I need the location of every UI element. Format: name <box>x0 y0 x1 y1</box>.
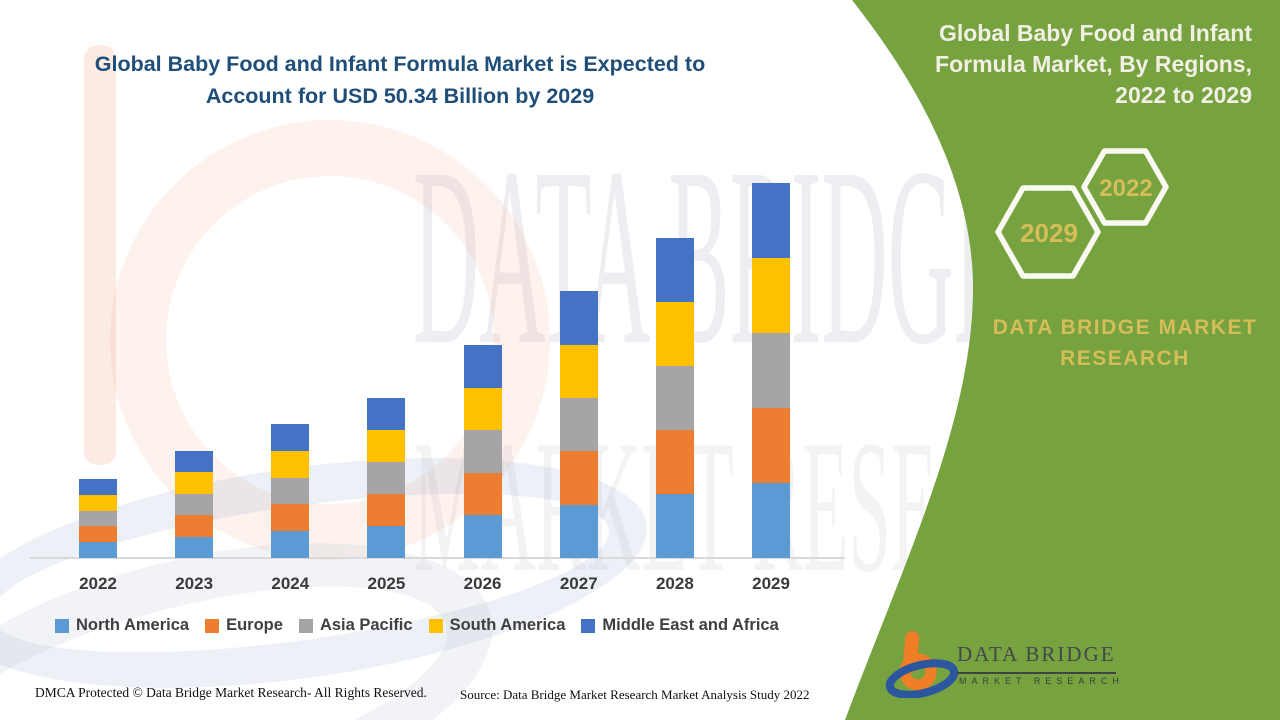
bar-segment-south-america <box>367 429 406 462</box>
brand-name-text: DATA BRIDGE MARKET RESEARCH <box>992 316 1258 370</box>
logo-wordmark: DATA BRIDGE <box>957 642 1116 674</box>
bar-segment-south-america <box>559 344 598 398</box>
bar-segment-asia-pacific <box>271 477 310 505</box>
bar-segment-middle-east-and-africa <box>175 450 214 473</box>
legend-item-south-america: South America <box>428 616 566 635</box>
stacked-bar-2026 <box>463 344 502 558</box>
bar-segment-europe <box>655 429 694 494</box>
stacked-bar-2025 <box>367 397 406 558</box>
plot-area: 2022 2023 2024 2025 2026 2027 2028 2029 <box>30 182 845 593</box>
footer-dmca-notice: DMCA Protected © Data Bridge Market Rese… <box>35 685 427 700</box>
legend-label: Europe <box>226 616 283 634</box>
legend-swatch-icon <box>298 618 313 633</box>
bar-segment-middle-east-and-africa <box>367 397 406 430</box>
bar-segment-asia-pacific <box>559 397 598 452</box>
side-panel-title: Global Baby Food and Infant Formula Mark… <box>935 20 1252 108</box>
bar-segment-middle-east-and-africa <box>463 344 502 388</box>
data-bridge-logo: DATA BRIDGE MARKET RESEARCH <box>885 628 1120 706</box>
x-axis-label-2027: 2027 <box>559 574 598 593</box>
hexagon-year-2022: 2022 <box>1099 175 1153 202</box>
bar-segment-south-america <box>752 257 791 333</box>
bar-segment-north-america <box>175 536 214 558</box>
stacked-bar-2024 <box>271 423 310 558</box>
x-axis-label-2022: 2022 <box>79 574 117 593</box>
bar-segment-asia-pacific <box>655 365 694 430</box>
legend-swatch-icon <box>205 618 220 633</box>
bar-segment-asia-pacific <box>752 332 791 408</box>
legend-item-europe: Europe <box>205 616 283 635</box>
x-axis-label-2025: 2025 <box>367 574 406 593</box>
bar-segment-north-america <box>367 525 406 558</box>
bar-segment-middle-east-and-africa <box>271 423 310 451</box>
legend-item-asia-pacific: Asia Pacific <box>298 616 413 635</box>
bar-segment-north-america <box>79 542 117 558</box>
logo-d-swoosh <box>885 659 959 698</box>
bar-segment-asia-pacific <box>79 510 117 527</box>
bar-segment-north-america <box>752 482 791 558</box>
legend-swatch-icon <box>581 618 596 633</box>
bar-segment-middle-east-and-africa <box>559 291 598 345</box>
bar-segment-asia-pacific <box>367 461 406 494</box>
bar-segment-south-america <box>655 301 694 366</box>
legend-label: South America <box>449 616 566 634</box>
chart-title: Global Baby Food and Infant Formula Mark… <box>94 52 706 108</box>
stacked-bar-2027 <box>559 291 598 558</box>
bar-segment-south-america <box>175 472 214 494</box>
x-axis-label-2026: 2026 <box>463 574 502 593</box>
stacked-bar-2023 <box>175 450 214 558</box>
hexagon-badges <box>995 148 1169 279</box>
bar-segment-asia-pacific <box>463 430 502 473</box>
x-axis-line <box>30 557 845 559</box>
logo-tagline: MARKET RESEARCH <box>959 676 1124 686</box>
bar-segment-europe <box>79 526 117 543</box>
legend-label: North America <box>76 616 190 634</box>
bar-segment-middle-east-and-africa <box>752 182 791 258</box>
bar-segment-middle-east-and-africa <box>655 237 694 302</box>
bar-segment-europe <box>559 451 598 505</box>
bar-segment-europe <box>175 515 214 537</box>
x-axis-label-2023: 2023 <box>175 574 214 593</box>
legend-item-north-america: North America <box>55 616 189 635</box>
footer-source-note: Source: Data Bridge Market Research Mark… <box>460 687 810 702</box>
bar-segment-north-america <box>655 493 694 558</box>
x-axis-label-2029: 2029 <box>752 574 790 593</box>
stacked-bar-2028 <box>655 237 694 558</box>
hexagon-year-2029: 2029 <box>1020 218 1078 248</box>
bar-segment-north-america <box>463 515 502 558</box>
bar-segment-europe <box>367 493 406 526</box>
chart-legend: North America Europe Asia Pacific South Ame… <box>55 616 779 635</box>
bar-segment-south-america <box>271 450 310 478</box>
bar-segment-north-america <box>271 531 310 558</box>
x-axis-label-2028: 2028 <box>655 574 694 593</box>
bar-segment-europe <box>752 407 791 483</box>
legend-item-middle-east-and-africa: Middle East and Africa <box>581 616 779 635</box>
bar-segment-south-america <box>463 387 502 431</box>
legend-label: Asia Pacific <box>319 616 413 634</box>
data-bridge-logo-icon <box>885 631 959 698</box>
legend-label: Middle East and Africa <box>602 616 779 634</box>
bar-segment-middle-east-and-africa <box>79 479 117 495</box>
bar-segment-south-america <box>79 494 117 511</box>
x-axis-label-2024: 2024 <box>271 574 310 593</box>
bar-segment-north-america <box>559 504 598 558</box>
bar-segment-asia-pacific <box>175 493 214 516</box>
legend-swatch-icon <box>55 618 69 633</box>
bar-segment-europe <box>271 504 310 532</box>
bar-segment-europe <box>463 472 502 516</box>
legend-swatch-icon <box>428 618 443 633</box>
stacked-bar-2029 <box>752 182 791 558</box>
stacked-bar-2022 <box>79 479 117 558</box>
